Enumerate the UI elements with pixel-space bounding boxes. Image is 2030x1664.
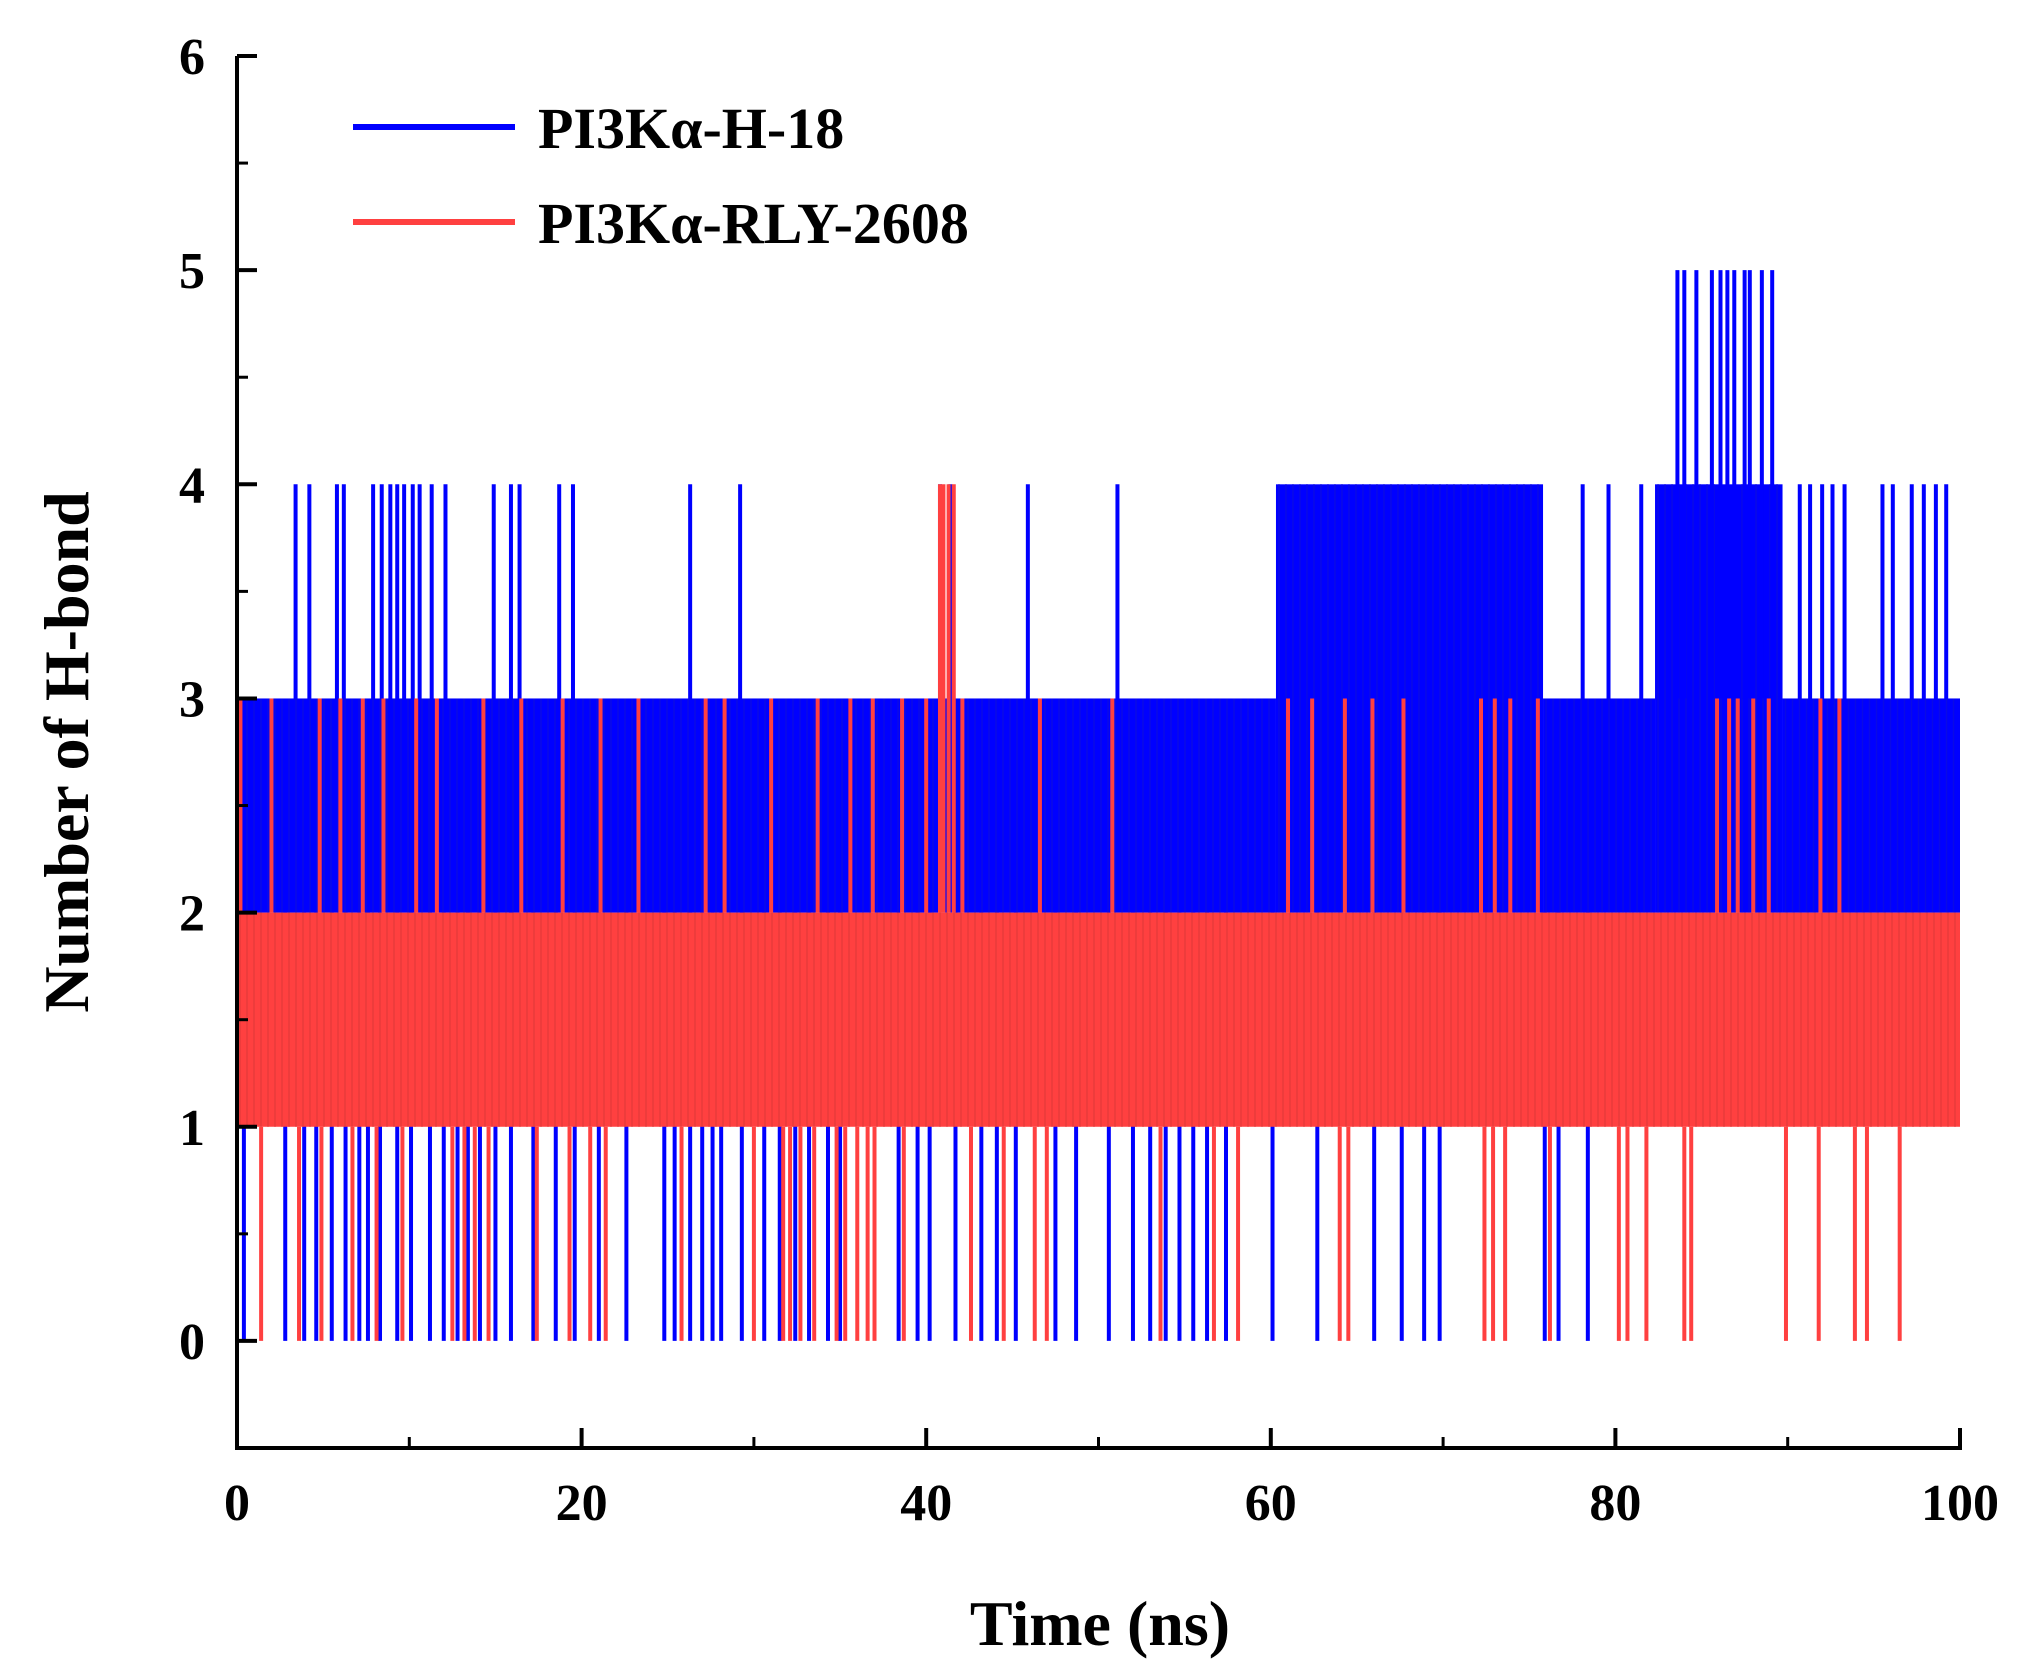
y-tick-label-2: 2: [179, 886, 205, 943]
y-ticks: 0 1 2 3 4 5 6: [179, 29, 257, 1450]
series-0-band-4: [1782, 698, 1960, 913]
y-tick-label-3: 3: [179, 671, 205, 728]
y-tick-label-1: 1: [179, 1100, 205, 1157]
axes: 0 1 2 3 4 5 6 0 20 40 60 80 100: [179, 29, 1999, 1532]
legend-label-pi3k-rly-2608: PI3Kα-RLY-2608: [538, 191, 969, 256]
x-tick-label-2: 40: [900, 1475, 952, 1532]
plot-area: [237, 270, 1960, 1341]
series-1-band-0: [237, 912, 1960, 1127]
y-tick-label-0: 0: [179, 1314, 205, 1371]
x-tick-label-0: 0: [224, 1475, 250, 1532]
y-axis-title: Number of H-bond: [31, 491, 102, 1013]
x-axis-title: Time (ns): [970, 1588, 1230, 1659]
x-tick-label-5: 100: [1921, 1475, 1999, 1532]
series-pi3k-h-18: [237, 270, 1960, 1341]
y-tick-label-6: 6: [179, 29, 205, 86]
legend-label-pi3k-h-18: PI3Kα-H-18: [538, 96, 844, 161]
y-tick-label-5: 5: [179, 243, 205, 300]
x-ticks: 0 20 40 60 80 100: [224, 1428, 1999, 1532]
series-0-band-0: [237, 698, 1276, 913]
series-pi3k-rly-2608: [237, 484, 1960, 1341]
y-tick-label-4: 4: [179, 457, 205, 514]
x-tick-label-1: 20: [556, 1475, 608, 1532]
x-tick-label-3: 60: [1245, 1475, 1297, 1532]
legend: PI3Kα-H-18 PI3Kα-RLY-2608: [353, 96, 969, 256]
x-tick-label-4: 80: [1589, 1475, 1641, 1532]
